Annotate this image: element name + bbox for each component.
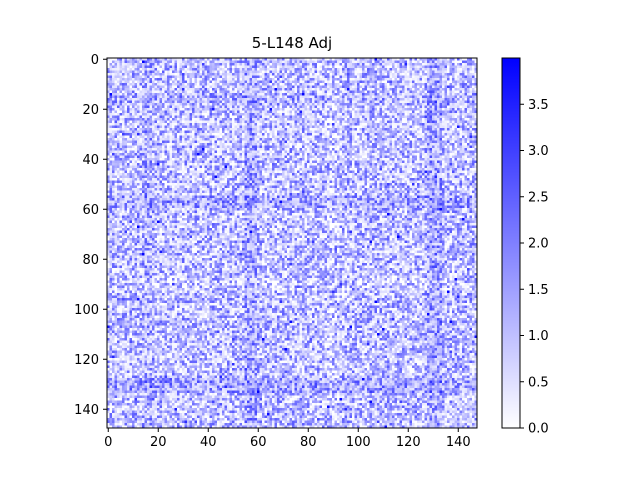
y-tick-label: 80 (82, 253, 99, 268)
heatmap-cells (107, 58, 477, 428)
colorbar-tick-label: 2.0 (528, 237, 549, 252)
x-tick-label: 80 (300, 435, 317, 450)
chart-title: 5-L148 Adj (252, 34, 332, 52)
y-tick-label: 20 (82, 103, 99, 118)
y-axis-ticks: 0 20 40 60 80 100 120 140 (74, 53, 107, 418)
colorbar-tick-label: 2.5 (528, 190, 549, 205)
x-tick-label: 100 (346, 435, 371, 450)
colorbar-ticks: 0.0 0.5 1.0 1.5 2.0 2.5 3.0 3.5 (520, 98, 549, 437)
x-axis-ticks: 0 20 40 60 80 100 120 140 (104, 428, 471, 450)
colorbar-tick-label: 3.0 (528, 144, 549, 159)
colorbar (501, 57, 521, 429)
y-tick-label: 120 (74, 353, 99, 368)
y-tick-label: 0 (91, 53, 99, 68)
heatmap-image (107, 58, 477, 428)
y-tick-label: 140 (74, 403, 99, 418)
x-tick-label: 0 (104, 435, 112, 450)
x-tick-label: 40 (200, 435, 217, 450)
x-tick-label: 120 (396, 435, 421, 450)
x-tick-label: 60 (250, 435, 267, 450)
x-tick-label: 20 (150, 435, 167, 450)
plot-frame (106, 57, 478, 429)
colorbar-tick-label: 1.0 (528, 329, 549, 344)
colorbar-tick-label: 0.5 (528, 375, 549, 390)
y-tick-label: 60 (82, 203, 99, 218)
colorbar-tick-label: 1.5 (528, 283, 549, 298)
y-tick-label: 40 (82, 153, 99, 168)
y-tick-label: 100 (74, 303, 99, 318)
colorbar-tick-label: 3.5 (528, 98, 549, 113)
colorbar-tick-label: 0.0 (528, 422, 549, 437)
x-tick-label: 140 (446, 435, 471, 450)
